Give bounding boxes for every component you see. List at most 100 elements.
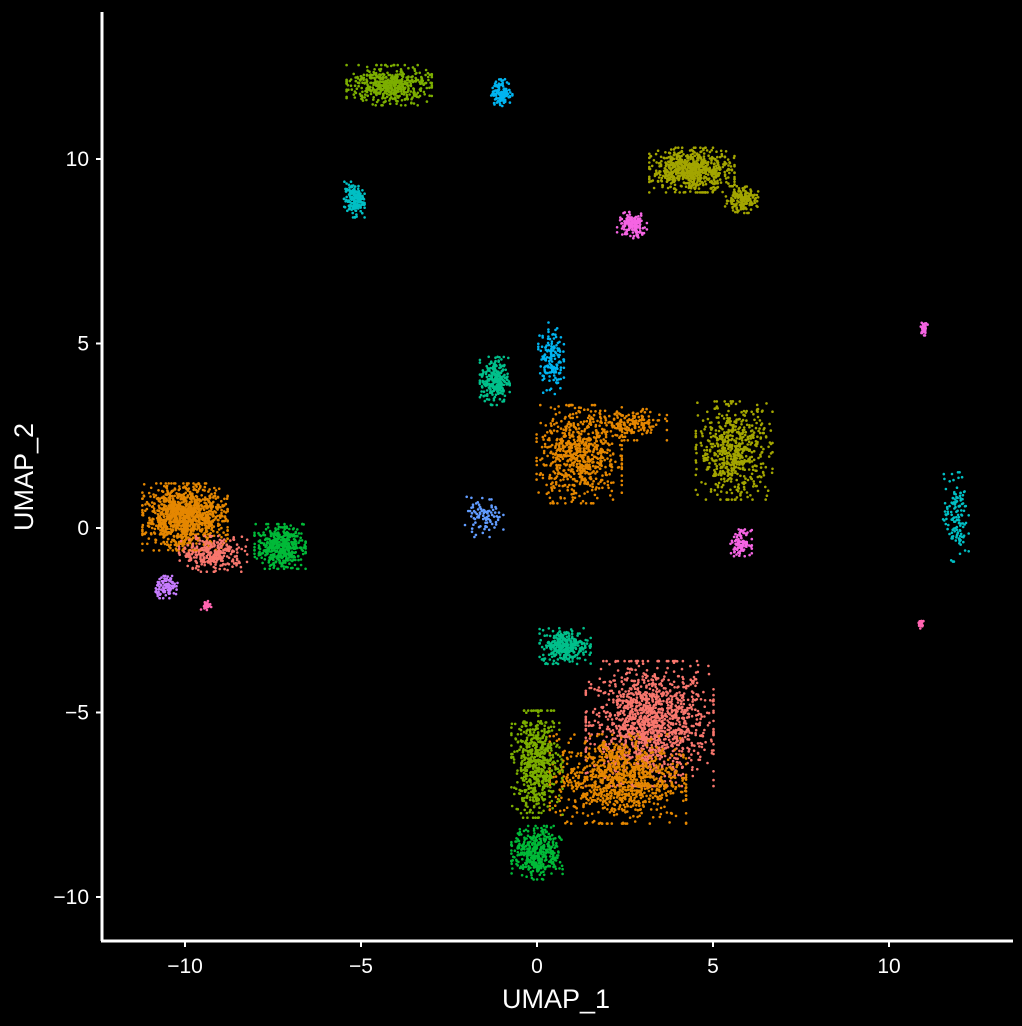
data-point — [604, 746, 607, 749]
data-point — [671, 768, 674, 771]
data-point — [596, 496, 599, 500]
data-point — [719, 470, 722, 473]
data-point — [549, 406, 553, 409]
data-point — [713, 451, 716, 455]
data-point — [681, 705, 684, 709]
data-point — [713, 171, 717, 174]
data-point — [692, 158, 695, 162]
data-point — [641, 675, 644, 678]
data-point — [700, 150, 703, 153]
data-point — [679, 774, 683, 777]
data-point — [655, 808, 659, 811]
data-point — [727, 438, 731, 442]
data-point — [595, 470, 599, 473]
data-point — [750, 472, 754, 476]
data-point — [669, 694, 672, 698]
data-point — [625, 431, 629, 435]
data-point — [575, 456, 579, 460]
data-point — [559, 427, 563, 430]
data-point — [658, 689, 661, 692]
data-point — [599, 750, 603, 753]
data-point — [576, 449, 580, 453]
data-point — [686, 746, 689, 750]
data-point — [610, 465, 614, 469]
data-point — [752, 482, 756, 486]
data-point — [753, 418, 756, 422]
data-point — [548, 751, 552, 755]
data-point — [609, 454, 612, 457]
data-point — [704, 740, 707, 744]
data-point — [558, 809, 562, 813]
data-point — [713, 400, 716, 403]
data-point — [541, 476, 545, 480]
data-point — [606, 480, 610, 483]
data-point — [611, 733, 614, 736]
data-point — [762, 447, 765, 451]
data-point — [548, 783, 552, 787]
data-point — [708, 461, 711, 465]
data-point — [612, 782, 615, 785]
data-point — [683, 190, 687, 194]
data-point — [560, 442, 563, 445]
data-point — [664, 176, 667, 180]
data-point — [771, 441, 774, 445]
data-point — [569, 424, 573, 427]
data-point — [704, 191, 707, 194]
data-point — [619, 784, 622, 788]
data-point — [684, 790, 688, 793]
data-point — [690, 714, 694, 718]
data-point — [731, 400, 735, 403]
data-point — [614, 743, 618, 747]
data-point — [637, 678, 640, 682]
data-point — [681, 776, 684, 780]
data-point — [636, 815, 639, 819]
data-point — [620, 467, 624, 471]
data-point — [583, 478, 586, 482]
data-point — [587, 724, 590, 728]
data-point — [703, 428, 706, 431]
data-point — [755, 199, 759, 203]
data-point — [657, 176, 661, 179]
data-point — [635, 421, 638, 425]
data-point — [670, 163, 673, 166]
data-point — [621, 723, 625, 727]
data-point — [681, 708, 684, 712]
data-point — [595, 433, 599, 437]
data-point — [641, 744, 645, 748]
data-point — [640, 811, 643, 815]
data-point — [630, 688, 633, 691]
data-point — [602, 750, 606, 753]
data-point — [575, 428, 578, 431]
data-point — [604, 439, 607, 443]
data-point — [616, 750, 619, 753]
data-point — [560, 780, 563, 784]
data-point — [761, 431, 765, 435]
data-point — [635, 746, 638, 750]
data-point — [691, 152, 694, 156]
data-point — [548, 734, 552, 738]
data-point — [543, 724, 546, 727]
data-point — [655, 777, 658, 780]
data-point — [575, 411, 578, 415]
data-point — [691, 168, 694, 172]
data-point — [694, 714, 698, 717]
data-point — [594, 410, 597, 413]
data-point — [712, 693, 715, 697]
data-point — [652, 730, 655, 733]
data-point — [614, 767, 618, 771]
data-point — [658, 413, 661, 417]
data-point — [662, 678, 665, 681]
data-point — [660, 179, 664, 183]
data-point — [615, 414, 619, 417]
data-point — [655, 787, 659, 791]
data-point — [718, 463, 721, 466]
data-point — [632, 439, 636, 442]
data-point — [641, 784, 645, 788]
data-point — [683, 730, 687, 734]
data-point — [605, 703, 608, 707]
data-point — [630, 698, 634, 701]
data-point — [550, 487, 554, 491]
data-point — [707, 465, 711, 469]
data-point — [678, 761, 682, 764]
data-point — [591, 786, 594, 789]
